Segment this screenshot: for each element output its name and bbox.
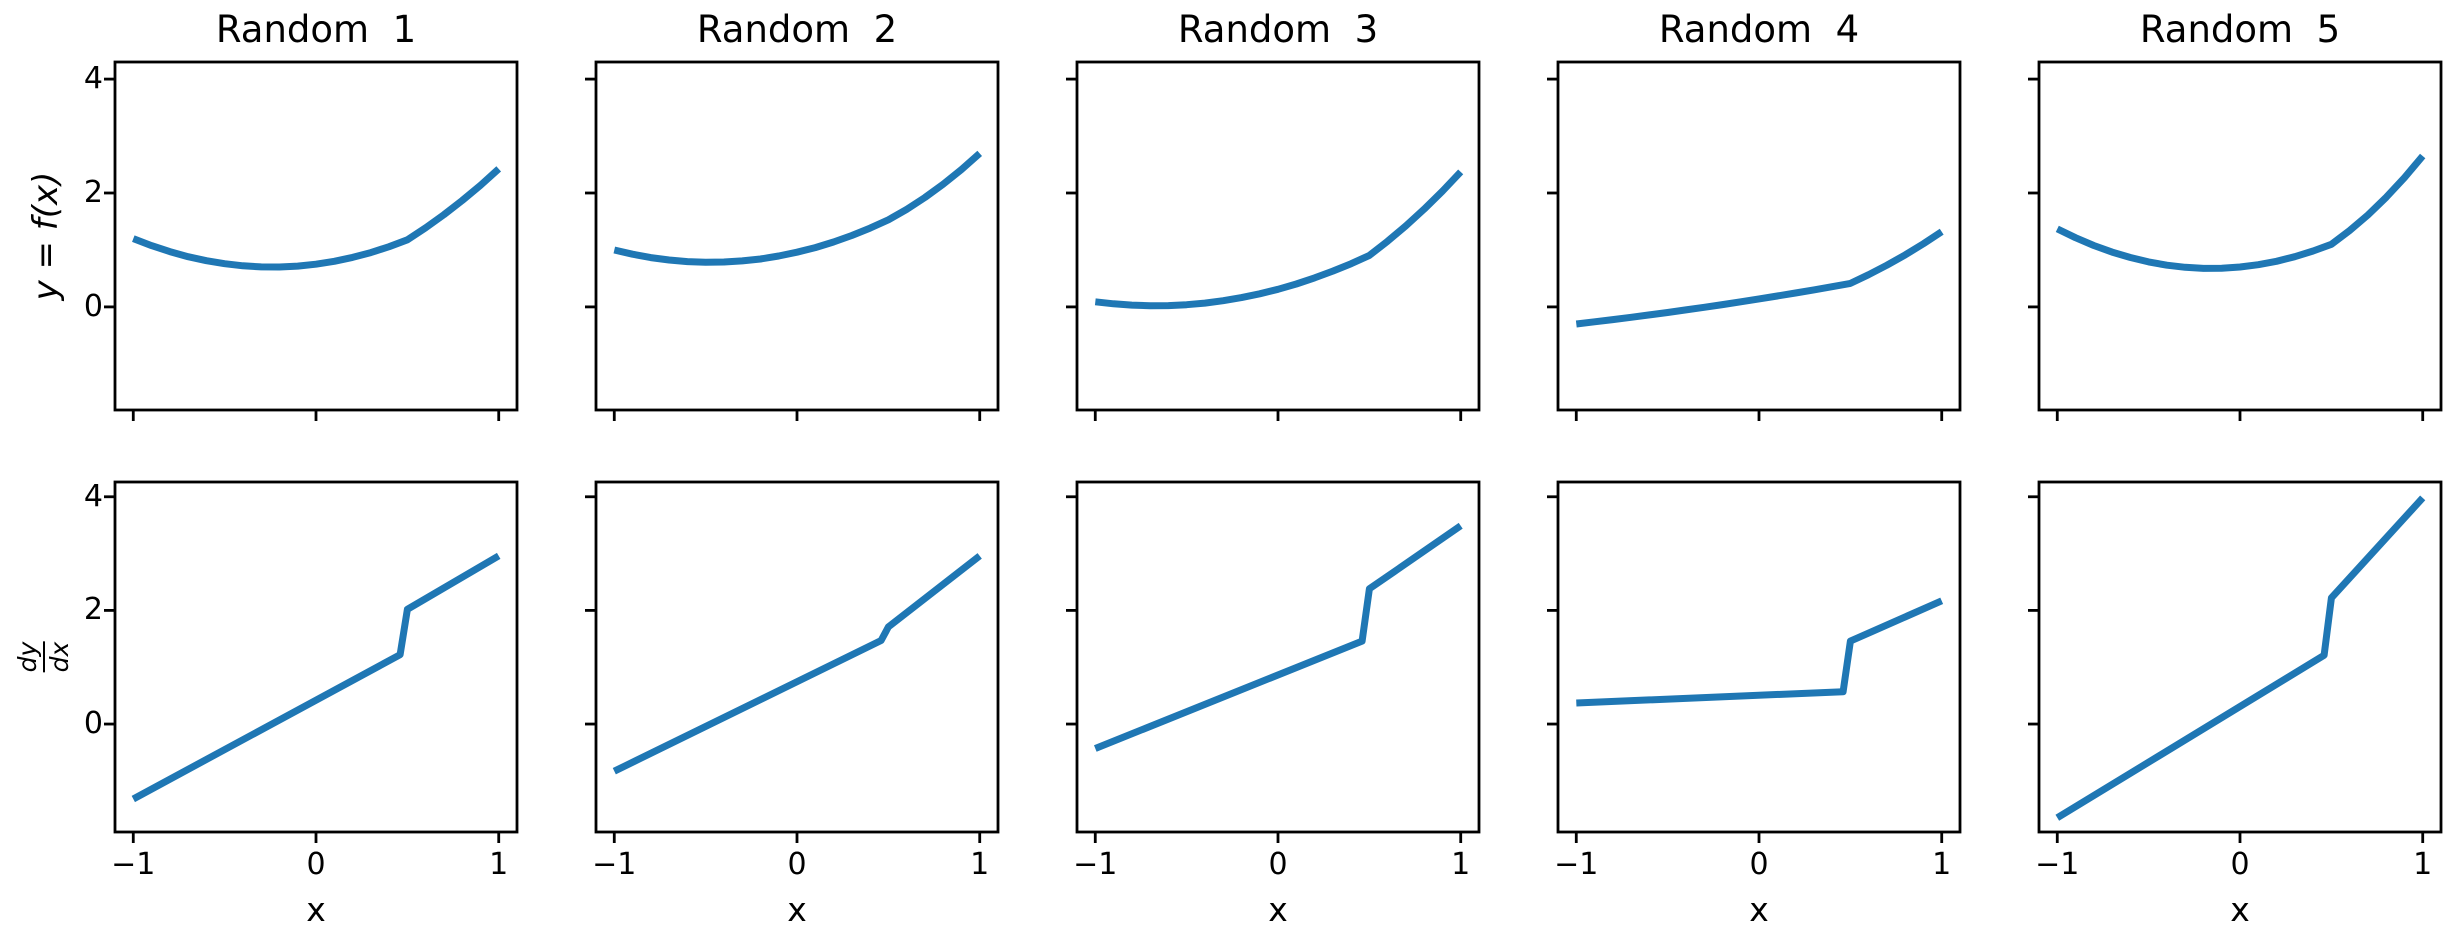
axes-box-dfdx-5 <box>2037 480 2443 834</box>
x-tick-label: −1 <box>1073 847 1118 882</box>
x-tick-label: −1 <box>1554 847 1599 882</box>
dfdx-curve-2 <box>612 553 982 775</box>
y-tick-label: 2 <box>83 175 103 210</box>
y-tick-label: 0 <box>83 706 103 741</box>
dfdx-curve-5 <box>2055 495 2426 821</box>
x-tick-label: 0 <box>1749 847 1769 882</box>
x-axis-label-1: x <box>306 890 326 929</box>
x-axis-label-4: x <box>1749 890 1769 929</box>
dfdx-curve-3 <box>1093 522 1463 752</box>
axes-box-dfdx-4 <box>1556 480 1962 834</box>
panel-title-1: Random 1 <box>215 8 417 51</box>
deriv-numerator: dy <box>13 641 42 673</box>
x-tick-label: 0 <box>1268 847 1288 882</box>
x-tick-label: 0 <box>306 847 326 882</box>
x-tick-label: 1 <box>489 847 509 882</box>
y-tick-label: 0 <box>83 288 103 324</box>
axes-box-dfdx-2 <box>594 480 1000 834</box>
axes-box-f-2 <box>594 60 1000 412</box>
x-tick-label: 1 <box>2413 847 2433 882</box>
panel-title-3: Random 3 <box>1177 8 1379 51</box>
f-curve-4 <box>1575 228 1944 328</box>
panel-title-4: Random 4 <box>1658 8 1860 51</box>
axes-box-f-1 <box>113 60 519 412</box>
x-axis-label-2: x <box>787 890 807 929</box>
panel-title-5: Random 5 <box>2139 8 2341 51</box>
x-tick-label: 1 <box>1451 847 1471 882</box>
x-tick-label: 0 <box>2230 847 2250 882</box>
x-tick-label: −1 <box>2035 847 2080 882</box>
x-tick-label: −1 <box>592 847 637 882</box>
y-tick-label: 4 <box>83 61 103 97</box>
f-curve-1 <box>132 166 502 271</box>
x-axis-label-3: x <box>1268 890 1288 929</box>
f-curve-3 <box>1094 169 1464 310</box>
f-curve-2 <box>613 150 983 266</box>
x-tick-label: 0 <box>787 847 807 882</box>
y-tick-label: 4 <box>83 478 103 514</box>
axes-box-f-3 <box>1075 60 1481 412</box>
panel-title-2: Random 2 <box>696 8 898 51</box>
axes-box-f-5 <box>2037 60 2443 412</box>
x-tick-label: −1 <box>111 847 156 882</box>
x-axis-label-5: x <box>2230 890 2250 929</box>
x-tick-label: 1 <box>1932 847 1952 882</box>
y-tick-label: 2 <box>83 592 103 628</box>
dfdx-curve-1 <box>131 552 501 803</box>
x-tick-label: 1 <box>970 847 990 882</box>
dfdx-curve-4 <box>1576 597 1944 707</box>
y-axis-label-bottom: dy dx <box>13 641 74 673</box>
f-curve-5 <box>2055 153 2426 272</box>
deriv-denominator: dx <box>45 641 74 673</box>
axes-box-f-4 <box>1556 60 1962 412</box>
axes-box-dfdx-3 <box>1075 480 1481 834</box>
